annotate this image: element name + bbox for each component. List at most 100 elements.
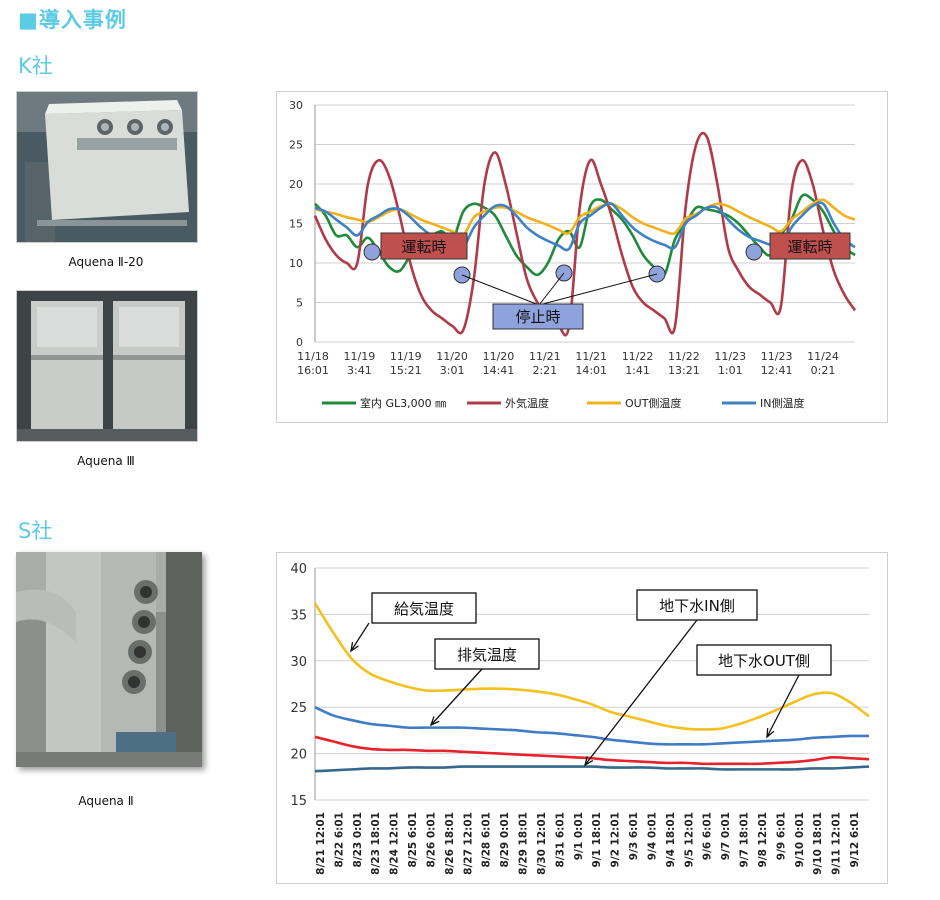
x-tick-label: 11/23 [761,350,793,363]
x-tick-label: 1:41 [625,364,650,377]
x-tick-label: 8/22 6:01 [333,812,345,868]
callout-arrow [350,622,370,652]
page-title: ■導入事例 [18,8,127,32]
x-tick-label: 3:01 [440,364,465,377]
caption-aquena-ii-20: Aquena Ⅱ-20 [68,255,144,269]
x-tick-label: 12:41 [761,364,793,377]
x-tick-label: 11/21 [575,350,607,363]
x-tick-label: 8/26 0:01 [425,812,437,868]
y-tick-label: 0 [296,336,303,349]
callout-label: 停止時 [515,308,560,326]
x-tick-label: 14:01 [575,364,607,377]
marker-dot [363,243,381,261]
chart-panel-k: 0 5 10 15 20 25 30 11/18 16:01 11/19 3:41 11/19 15:2… [276,91,888,423]
y-tick-label: 20 [290,748,307,763]
x-tick-label: 11/22 [622,350,654,363]
x-tick-label: 9/2 12:01 [610,812,622,868]
callout-box [769,232,851,260]
y-tick-label: 30 [290,655,307,670]
y-tick-label: 25 [290,701,307,716]
callout-arrow [584,619,698,766]
x-tick-label: 8/21 12:01 [315,812,327,875]
x-tick-label: 1:01 [718,364,743,377]
k-temperature-chart: 05101520253011/1816:0111/193:4111/1915:2… [289,99,857,410]
y-tick-label: 30 [289,99,303,112]
company-heading-k: K社 [18,54,53,78]
series-line [314,706,870,746]
legend-label: IN側温度 [760,396,804,410]
chart-panel-s: 15 20 25 30 35 40 8/21 12:01 8/22 6:01 8/23 0:01… [276,552,888,884]
x-tick-label: 9/11 12:01 [831,812,843,875]
x-tick-label: 11/20 [483,350,515,363]
x-tick-label: 9/4 18:01 [665,812,677,868]
series-line [314,201,856,252]
x-tick-label: 9/5 12:01 [683,812,695,868]
y-tick-label: 5 [296,297,303,310]
callout: 地下水IN側 [583,589,758,767]
x-tick-label: 0:21 [811,364,836,377]
x-tick-label: 9/4 0:01 [646,812,658,860]
x-tick-label: 8/26 18:01 [444,812,456,875]
series-line [314,765,870,773]
callout-label: 給気温度 [394,600,454,618]
x-tick-label: 9/6 6:01 [702,812,714,860]
callout: 地下水OUT側 [696,644,832,739]
marker-dot [745,243,763,261]
x-tick-label: 9/8 12:01 [757,812,769,868]
x-tick-label: 9/9 6:01 [775,812,787,860]
series-line [314,735,870,766]
x-tick-label: 2:21 [532,364,557,377]
callout: 排気温度 [429,638,540,727]
s-temperature-chart: 15 20 25 30 35 40 8/21 12:01 8/22 6:01 8/23 0:01… [290,562,870,875]
callout-leader [461,274,540,306]
x-tick-label: 9/1 18:01 [591,812,603,868]
x-tick-label: 9/1 0:01 [573,812,585,860]
callout-box [434,638,540,670]
x-tick-label: 8/29 18:01 [518,812,530,875]
x-tick-label: 8/24 12:01 [389,812,401,875]
callout-running: 運転時 [380,232,468,260]
x-tick-label: 11/21 [529,350,561,363]
x-tick-label: 13:21 [668,364,700,377]
callout-running: 運転時 [769,232,851,260]
callout-arrow [430,668,483,726]
callout-box [371,592,477,624]
x-tick-label: 9/10 0:01 [794,812,806,868]
callout-arrowhead [350,642,359,653]
y-tick-label: 35 [290,608,307,623]
x-tick-label: 8/29 0:01 [499,812,511,868]
x-tick-label: 8/23 18:01 [370,812,382,875]
x-tick-label: 11/24 [807,350,839,363]
company-heading-s: S社 [18,519,53,543]
y-tick-label: 10 [289,257,303,270]
callout-leader [538,272,565,306]
x-tick-label: 8/25 6:01 [407,812,419,868]
callout-stopped: 停止時 [492,303,584,330]
callout: 給気温度 [350,592,477,653]
x-tick-label: 8/27 12:01 [462,812,474,875]
callout-label: 地下水OUT側 [718,652,810,670]
y-tick-label: 40 [290,562,307,577]
callout-box [380,232,468,260]
x-tick-label: 11/19 [344,350,376,363]
series-line [314,193,856,278]
callout-arrowhead [429,716,440,727]
callout-label: 排気温度 [457,646,517,664]
aquena-ii-photo [16,552,202,767]
aquena-iii-photo [16,290,198,442]
y-tick-label: 15 [290,794,307,809]
series-line [313,602,870,731]
y-tick-label: 25 [289,139,303,152]
x-tick-label: 9/7 0:01 [720,812,732,860]
callout-arrowhead [583,756,594,767]
x-tick-label: 11/23 [714,350,746,363]
callout-arrowhead [766,727,775,739]
y-tick-label: 15 [289,218,303,231]
x-tick-label: 14:41 [483,364,515,377]
x-tick-label: 8/23 0:01 [352,812,364,868]
aquena-ii-20-photo [16,91,198,243]
y-tick-label: 20 [289,178,303,191]
callout-leader [538,273,658,306]
legend-label: 室内 GL3,000 ㎜ [360,396,446,410]
x-tick-label: 11/20 [436,350,468,363]
